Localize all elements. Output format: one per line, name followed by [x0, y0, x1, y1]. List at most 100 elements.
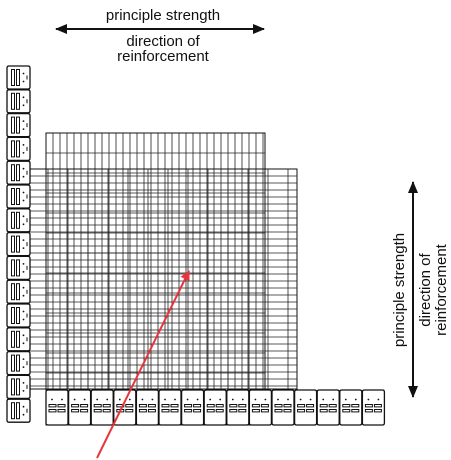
block-outline	[67, 389, 92, 426]
block-pin	[22, 271, 25, 273]
wall-block-icon	[6, 89, 31, 114]
wall-block-icon	[6, 231, 31, 257]
wall-block-icon	[339, 389, 363, 426]
block-pin	[22, 318, 25, 321]
block-core	[229, 409, 238, 413]
block-pin	[186, 398, 189, 401]
wall-block-icon	[180, 389, 205, 426]
block-pin	[22, 263, 25, 265]
block-pin	[22, 310, 25, 313]
block-core	[215, 409, 224, 413]
block-pin	[22, 239, 25, 242]
wall-block-icon	[135, 389, 160, 426]
block-outline	[226, 389, 250, 426]
wall-block-icon	[6, 184, 31, 209]
block-core	[71, 409, 80, 413]
block-core	[229, 404, 238, 408]
block-core	[11, 211, 15, 229]
block-pin	[209, 398, 212, 401]
block-outline	[158, 389, 182, 426]
wall-block-icon	[271, 389, 295, 426]
top-strength-legend: principle strength direction of reinforc…	[55, 7, 265, 65]
block-core	[170, 409, 179, 413]
block-core	[102, 409, 111, 413]
block-core	[297, 404, 306, 408]
block-outline	[6, 350, 31, 376]
block-core	[319, 404, 328, 408]
block-pin	[22, 128, 25, 131]
block-outline	[6, 303, 31, 328]
block-core	[11, 140, 15, 158]
block-pin	[174, 398, 176, 401]
block-pin	[367, 398, 370, 401]
block-pin	[22, 80, 25, 83]
block-core	[306, 404, 315, 408]
block-outline	[135, 389, 160, 426]
wall-block-icon	[6, 350, 31, 376]
block-core	[11, 235, 15, 253]
block-core	[11, 188, 15, 205]
block-core	[351, 404, 360, 408]
side-label-line1: principle strength	[391, 233, 408, 347]
block-core	[16, 330, 20, 348]
block-outline	[6, 112, 31, 138]
block-outline	[361, 389, 386, 426]
block-pin	[73, 398, 76, 401]
block-pin	[22, 175, 25, 178]
red-pointer-arrow-icon	[96, 270, 190, 459]
block-pin	[22, 104, 25, 107]
block-pin	[118, 398, 121, 401]
block-outline	[271, 389, 295, 426]
block-core	[215, 404, 224, 408]
block-outline	[339, 389, 363, 426]
block-outline	[180, 389, 205, 426]
block-core	[16, 211, 20, 229]
block-core	[238, 404, 247, 408]
wall-block-icon	[113, 389, 137, 426]
block-outline	[6, 327, 31, 352]
block-pin	[22, 215, 25, 218]
block-core	[11, 307, 15, 324]
block-pin	[22, 247, 25, 250]
wall-block-icon	[6, 136, 31, 162]
wall-block-icon	[6, 327, 31, 352]
wall-block-icon	[67, 389, 92, 426]
block-pin	[22, 413, 25, 416]
top-label-line1: principle strength	[106, 7, 220, 24]
block-core	[11, 259, 15, 277]
block-core	[16, 354, 20, 372]
block-core	[373, 409, 382, 413]
block-core	[306, 409, 315, 413]
block-core	[93, 404, 102, 408]
block-core	[11, 354, 15, 372]
block-core	[16, 378, 20, 396]
block-core	[16, 69, 20, 86]
block-core	[260, 404, 269, 408]
block-pin	[219, 398, 222, 401]
block-pin	[96, 398, 99, 401]
block-pin	[22, 120, 25, 122]
block-core	[251, 409, 260, 413]
block-pin	[22, 366, 25, 368]
block-core	[161, 409, 170, 413]
block-core	[206, 409, 215, 413]
block-pin	[22, 294, 25, 297]
block-outline	[6, 398, 31, 423]
block-core	[342, 409, 351, 413]
block-pin	[22, 382, 25, 384]
block-pin	[61, 398, 63, 401]
block-core	[11, 116, 15, 134]
block-outline	[6, 279, 31, 304]
block-core	[16, 283, 20, 301]
block-core	[16, 92, 20, 110]
block-outline	[6, 255, 31, 281]
block-core	[170, 404, 179, 408]
block-pin	[344, 398, 347, 401]
block-pin	[164, 398, 166, 401]
block-core	[342, 404, 351, 408]
block-outline	[90, 389, 114, 426]
block-pin	[128, 398, 131, 401]
side-strength-legend: principle strength direction of reinforc…	[391, 181, 450, 398]
block-pin	[22, 342, 25, 345]
wall-block-icon	[158, 389, 182, 426]
